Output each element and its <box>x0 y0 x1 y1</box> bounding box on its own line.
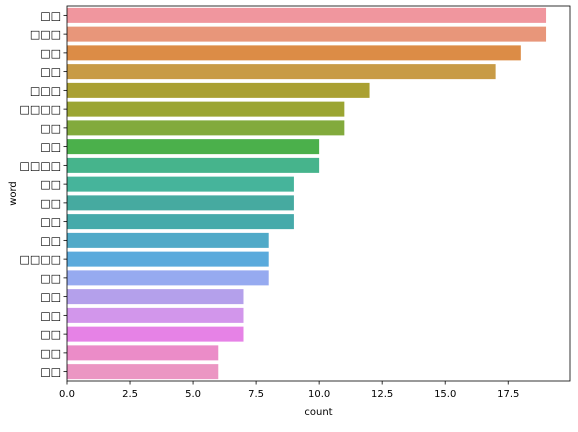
y-tick-label: □□□□ <box>19 253 61 266</box>
bars-group <box>67 7 547 380</box>
bar-4 <box>67 82 370 98</box>
bar-10 <box>67 195 294 211</box>
y-tick-label: □□ <box>40 309 61 322</box>
bar-7 <box>67 139 320 155</box>
y-tick-label: □□ <box>40 141 61 154</box>
bar-2 <box>67 45 521 61</box>
bar-9 <box>67 176 294 192</box>
x-tick-labels: 0.0 2.5 5.0 7.5 10.0 12.5 15.0 17.5 <box>59 381 519 400</box>
y-axis-label: word <box>8 181 19 206</box>
x-tick-label: 0.0 <box>59 389 75 400</box>
y-tick-labels: □□□□□□□□□□□□□□□□□□□□□□□□□□□□□□□□□□□□□□□□… <box>19 9 67 379</box>
x-tick-label: 2.5 <box>122 389 138 400</box>
y-tick-label: □□□ <box>30 84 61 97</box>
bar-14 <box>67 270 269 286</box>
plot-frame <box>66 5 571 382</box>
bar-11 <box>67 214 294 230</box>
y-tick-label: □□ <box>40 122 61 135</box>
y-tick-label: □□ <box>40 178 61 191</box>
bar-5 <box>67 101 345 117</box>
bar-17 <box>67 326 244 342</box>
y-tick-label: □□ <box>40 366 61 379</box>
bar-16 <box>67 307 244 323</box>
x-axis-label: count <box>304 407 332 418</box>
y-tick-label: □□ <box>40 47 61 60</box>
bar-19 <box>67 364 219 380</box>
x-tick-label: 12.5 <box>371 389 393 400</box>
bar-18 <box>67 345 219 361</box>
x-tick-label: 15.0 <box>434 389 456 400</box>
bar-1 <box>67 26 547 42</box>
y-tick-label: □□ <box>40 328 61 341</box>
y-tick-label: □□ <box>40 272 61 285</box>
x-tick-label: 7.5 <box>248 389 264 400</box>
y-tick-label: □□ <box>40 234 61 247</box>
y-tick-label: □□□ <box>30 28 61 41</box>
x-tick-label: 5.0 <box>185 389 201 400</box>
x-tick-label: 17.5 <box>497 389 519 400</box>
bar-3 <box>67 64 496 80</box>
y-tick-label: □□ <box>40 66 61 79</box>
bar-6 <box>67 120 345 136</box>
y-tick-label: □□ <box>40 291 61 304</box>
y-tick-label: □□ <box>40 347 61 360</box>
bar-8 <box>67 157 320 173</box>
y-tick-label: □□□□ <box>19 103 61 116</box>
bar-15 <box>67 289 244 305</box>
x-tick-label: 10.0 <box>308 389 330 400</box>
bar-12 <box>67 232 269 248</box>
y-tick-label: □□□□ <box>19 159 61 172</box>
y-tick-label: □□ <box>40 197 61 210</box>
y-tick-label: □□ <box>40 216 61 229</box>
bar-13 <box>67 251 269 267</box>
y-tick-label: □□ <box>40 9 61 22</box>
bar-0 <box>67 7 547 23</box>
